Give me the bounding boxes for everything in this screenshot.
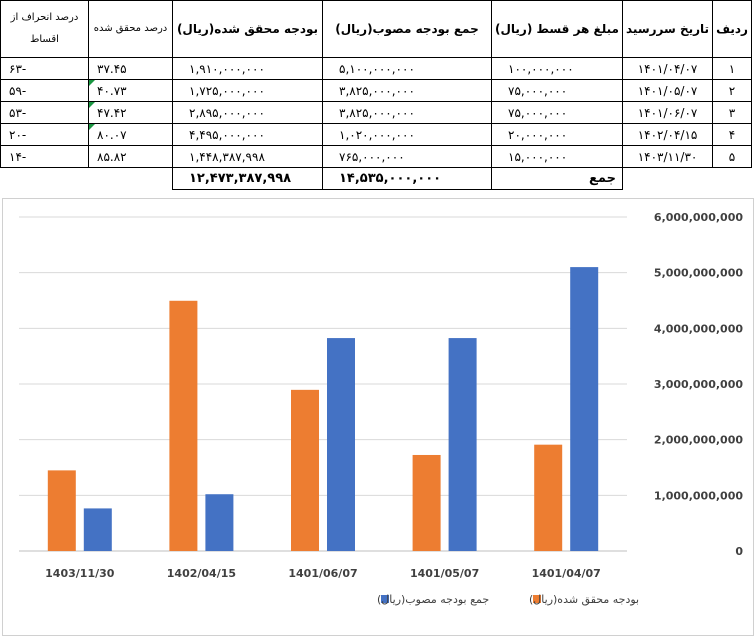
- cell-dev[interactable]: ۵۹-: [0, 79, 89, 102]
- legend-label: بودجه محقق شده(ریال): [529, 593, 639, 607]
- legend-label: جمع بودجه مصوب(ریال): [377, 593, 489, 606]
- cell-installment[interactable]: ۱۰۰,۰۰۰,۰۰۰: [491, 57, 623, 80]
- cell-realized[interactable]: ۲,۸۹۵,۰۰۰,۰۰۰: [172, 101, 323, 124]
- cell-realized[interactable]: ۴,۴۹۵,۰۰۰,۰۰۰: [172, 123, 323, 146]
- x-tick-label: 1401/04/07: [532, 567, 601, 580]
- table-row: ۵ ۱۴۰۳/۱۱/۳۰ ۱۵,۰۰۰,۰۰۰ ۷۶۵,۰۰۰,۰۰۰ ۱,۴۴…: [0, 145, 752, 168]
- total-label[interactable]: جمع: [491, 167, 623, 190]
- cell-dev[interactable]: ۵۳-: [0, 101, 89, 124]
- cell-date[interactable]: ۱۴۰۳/۱۱/۳۰: [621, 145, 714, 168]
- bar-realized: [412, 454, 441, 551]
- chart-area[interactable]: 0 1,000,000,000 2,000,000,000 3,000,000,000…: [2, 198, 754, 636]
- cell-date[interactable]: ۱۴۰۱/۰۶/۰۷: [621, 101, 714, 124]
- x-tick-label: 1401/06/07: [288, 567, 357, 580]
- bar-realized: [534, 444, 563, 551]
- cell-realized[interactable]: ۱,۴۴۸,۳۸۷,۹۹۸: [172, 145, 323, 168]
- y-tick-label: 2,000,000,000: [654, 434, 743, 447]
- y-tick-label: 4,000,000,000: [654, 322, 743, 335]
- cell-date[interactable]: ۱۴۰۱/۰۴/۰۷: [621, 57, 714, 80]
- legend[interactable]: بودجه محقق شده(ریال) جمع بودجه مصوب(ریال): [377, 593, 639, 607]
- cell-row-no[interactable]: ۳: [712, 101, 752, 124]
- bar-chart: 0 1,000,000,000 2,000,000,000 3,000,000,000…: [19, 211, 743, 607]
- bar-approved: [448, 338, 477, 551]
- cell-installment[interactable]: ۷۵,۰۰۰,۰۰۰: [491, 101, 623, 124]
- cell-installment[interactable]: ۷۵,۰۰۰,۰۰۰: [491, 79, 623, 102]
- y-tick-label: 6,000,000,000: [654, 211, 743, 224]
- cell-approved[interactable]: ۳,۸۲۵,۰۰۰,۰۰۰: [322, 79, 492, 102]
- table-row: ۴ ۱۴۰۲/۰۴/۱۵ ۲۰,۰۰۰,۰۰۰ ۱,۰۲۰,۰۰۰,۰۰۰ ۴,…: [0, 123, 752, 146]
- cell-realized[interactable]: ۱,۹۱۰,۰۰۰,۰۰۰: [172, 57, 323, 80]
- header-realized-pct[interactable]: درصد محقق شده: [88, 0, 173, 58]
- header-deviation-pct[interactable]: درصد انحراف از اقساط: [0, 0, 89, 58]
- table-row: ۱ ۱۴۰۱/۰۴/۰۷ ۱۰۰,۰۰۰,۰۰۰ ۵,۱۰۰,۰۰۰,۰۰۰ ۱…: [0, 57, 752, 80]
- cell-pct[interactable]: ۴۷.۴۲: [88, 101, 173, 124]
- gridlines: [19, 216, 627, 552]
- header-realized[interactable]: بودجه محقق شده(ریال): [172, 0, 323, 58]
- table-total-row: جمع ۱۴,۵۳۵,۰۰۰,۰۰۰ ۱۲,۴۷۳,۳۸۷,۹۹۸: [1, 167, 752, 190]
- y-tick-label: 1,000,000,000: [654, 489, 743, 502]
- cell-row-no[interactable]: ۴: [712, 123, 752, 146]
- bar-approved: [83, 508, 112, 551]
- cell-dev[interactable]: ۶۳-: [0, 57, 89, 80]
- cell-approved[interactable]: ۱,۰۲۰,۰۰۰,۰۰۰: [322, 123, 492, 146]
- bar-realized: [291, 389, 319, 551]
- cell-approved[interactable]: ۵,۱۰۰,۰۰۰,۰۰۰: [322, 57, 492, 80]
- table-row: ۲ ۱۴۰۱/۰۵/۰۷ ۷۵,۰۰۰,۰۰۰ ۳,۸۲۵,۰۰۰,۰۰۰ ۱,…: [0, 79, 752, 102]
- cell-realized[interactable]: ۱,۷۲۵,۰۰۰,۰۰۰: [172, 79, 323, 102]
- cell-approved[interactable]: ۳,۸۲۵,۰۰۰,۰۰۰: [322, 101, 492, 124]
- y-tick-label: 3,000,000,000: [654, 378, 743, 391]
- cell-installment[interactable]: ۱۵,۰۰۰,۰۰۰: [491, 145, 623, 168]
- bar-realized: [169, 300, 198, 551]
- empty-cell[interactable]: [89, 168, 173, 190]
- table-header-row: ردیف تاریخ سررسید مبلغ هر قسط (ریال) جمع…: [0, 0, 752, 58]
- cell-installment[interactable]: ۲۰,۰۰۰,۰۰۰: [491, 123, 623, 146]
- cell-pct[interactable]: ۴۰.۷۳: [88, 79, 173, 102]
- cell-date[interactable]: ۱۴۰۱/۰۵/۰۷: [621, 79, 714, 102]
- bar-realized: [47, 470, 76, 551]
- cell-pct[interactable]: ۳۷.۴۵: [88, 57, 173, 80]
- x-tick-label: 1401/05/07: [410, 567, 479, 580]
- empty-cell[interactable]: [1, 168, 89, 190]
- cell-row-no[interactable]: ۵: [712, 145, 752, 168]
- cell-approved[interactable]: ۷۶۵,۰۰۰,۰۰۰: [322, 145, 492, 168]
- y-tick-labels: 0 1,000,000,000 2,000,000,000 3,000,000,000…: [654, 211, 743, 558]
- cell-row-no[interactable]: ۱: [712, 57, 752, 80]
- cell-dev[interactable]: ۲۰-: [0, 123, 89, 146]
- table-row: ۳ ۱۴۰۱/۰۶/۰۷ ۷۵,۰۰۰,۰۰۰ ۳,۸۲۵,۰۰۰,۰۰۰ ۲,…: [0, 101, 752, 124]
- bar-approved: [570, 267, 599, 551]
- empty-cell[interactable]: [713, 168, 752, 190]
- legend-swatch: [381, 595, 389, 603]
- cell-date[interactable]: ۱۴۰۲/۰۴/۱۵: [621, 123, 714, 146]
- x-tick-label: 1402/04/15: [167, 567, 236, 580]
- cell-pct[interactable]: ۸۰.۰۷: [88, 123, 173, 146]
- legend-swatch: [533, 595, 541, 603]
- x-tick-labels: 1403/11/30 1402/04/15 1401/06/07 1401/05/07…: [45, 567, 601, 580]
- header-approved-total[interactable]: جمع بودجه مصوب(ریال): [322, 0, 492, 58]
- header-installment[interactable]: مبلغ هر قسط (ریال): [491, 0, 623, 58]
- total-realized[interactable]: ۱۲,۴۷۳,۳۸۷,۹۹۸: [172, 167, 323, 190]
- x-tick-label: 1403/11/30: [45, 567, 115, 580]
- budget-table: ردیف تاریخ سررسید مبلغ هر قسط (ریال) جمع…: [0, 0, 752, 190]
- bars: [47, 267, 599, 551]
- header-row-no[interactable]: ردیف: [712, 0, 752, 58]
- header-due-date[interactable]: تاریخ سررسید: [621, 0, 714, 58]
- y-tick-label: 0: [735, 545, 743, 558]
- cell-row-no[interactable]: ۲: [712, 79, 752, 102]
- total-approved[interactable]: ۱۴,۵۳۵,۰۰۰,۰۰۰: [322, 167, 492, 190]
- empty-cell[interactable]: [623, 168, 713, 190]
- y-tick-label: 5,000,000,000: [654, 267, 743, 280]
- cell-dev[interactable]: ۱۴-: [0, 145, 89, 168]
- bar-approved: [205, 494, 234, 551]
- bar-approved: [327, 338, 355, 551]
- cell-pct[interactable]: ۸۵.۸۲: [88, 145, 173, 168]
